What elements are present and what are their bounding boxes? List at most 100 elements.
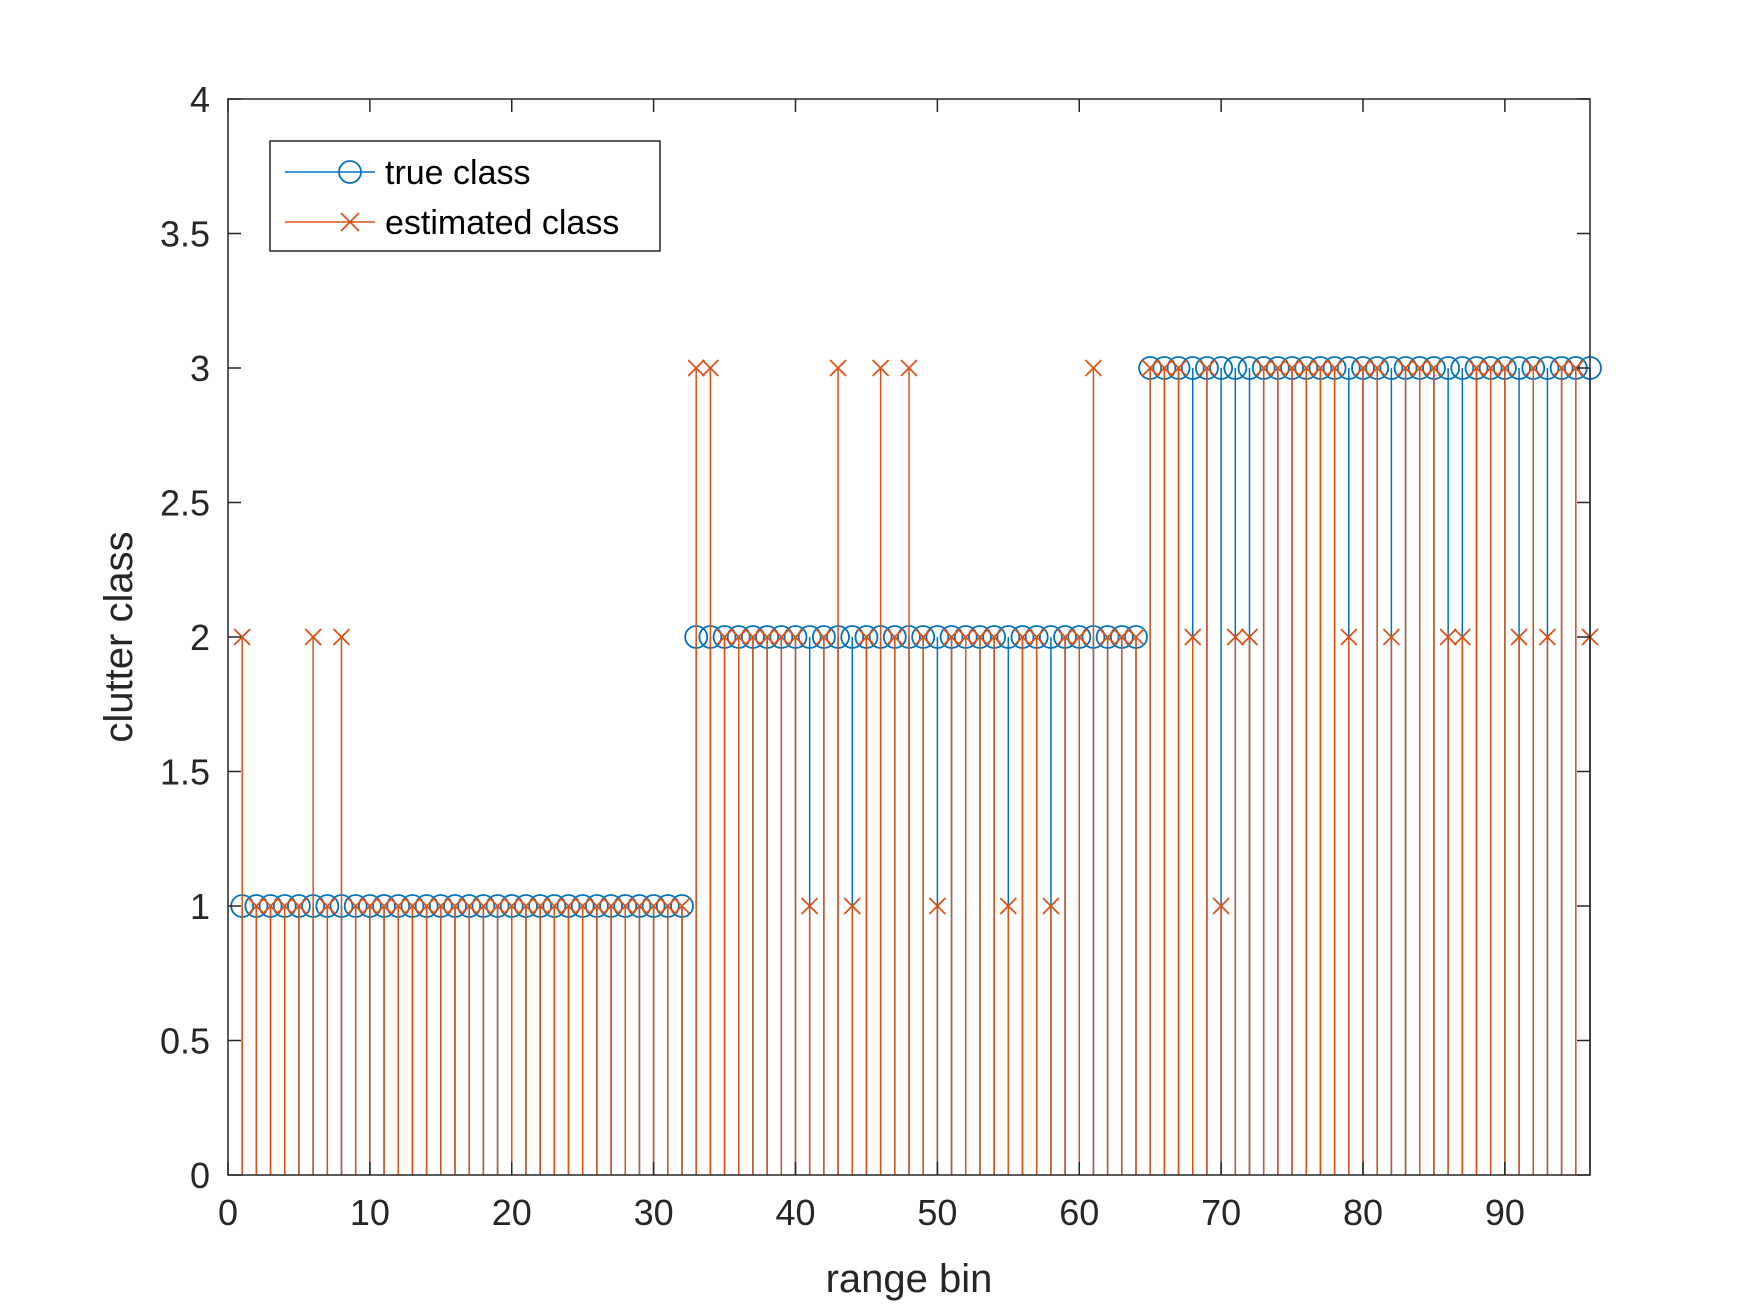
marker-true [1507, 356, 1531, 380]
marker-estimated [1042, 897, 1060, 915]
marker-estimated [1467, 359, 1486, 377]
y-tick-label: 4 [190, 79, 210, 120]
marker-estimated [1325, 359, 1344, 377]
marker-estimated [403, 897, 422, 915]
x-tick-label: 50 [917, 1192, 957, 1233]
x-tick-label: 30 [634, 1192, 674, 1233]
marker-true [1436, 356, 1461, 380]
legend-marker-circle [338, 160, 362, 184]
marker-true [1223, 356, 1248, 380]
marker-estimated [545, 897, 563, 915]
marker-estimated [1013, 628, 1032, 646]
marker-estimated [1396, 359, 1415, 377]
marker-estimated [829, 359, 847, 377]
y-tick-label: 0.5 [160, 1021, 210, 1062]
legend-box [269, 140, 661, 252]
marker-estimated [417, 897, 436, 915]
marker-estimated [1269, 359, 1287, 377]
marker-estimated [261, 897, 280, 915]
marker-estimated [474, 897, 493, 915]
marker-estimated [1482, 359, 1500, 377]
y-tick-label: 3 [190, 348, 210, 389]
marker-estimated [843, 897, 861, 915]
marker-estimated [1311, 359, 1330, 377]
marker-true [1535, 356, 1560, 380]
marker-estimated [815, 628, 833, 646]
y-tick-label: 2.5 [160, 483, 210, 524]
marker-estimated [559, 897, 578, 915]
x-tick-label: 20 [492, 1192, 532, 1233]
y-axis-label: clutter class [97, 531, 141, 742]
marker-estimated [517, 897, 535, 915]
marker-true [1336, 356, 1361, 380]
marker-estimated [687, 359, 705, 377]
axes-box [227, 98, 1591, 1176]
marker-estimated [1496, 359, 1514, 377]
marker-estimated [1453, 628, 1471, 646]
marker-estimated [1169, 359, 1188, 377]
marker-estimated [1567, 359, 1585, 377]
x-tick-label: 0 [218, 1192, 238, 1233]
marker-estimated [1198, 359, 1216, 377]
marker-estimated [1056, 628, 1074, 646]
marker-true [1180, 356, 1205, 380]
marker-estimated [999, 897, 1017, 915]
marker-estimated [318, 897, 336, 915]
marker-true [925, 625, 950, 649]
marker-estimated [446, 897, 464, 915]
marker-estimated [488, 897, 507, 915]
marker-estimated [1538, 628, 1557, 646]
marker-estimated [531, 897, 549, 915]
x-tick-label: 70 [1201, 1192, 1241, 1233]
marker-estimated [957, 628, 975, 646]
marker-true [1038, 625, 1063, 649]
marker-true [840, 625, 865, 649]
marker-estimated [1354, 359, 1372, 377]
marker-estimated [1184, 628, 1202, 646]
marker-estimated [233, 628, 251, 646]
marker-estimated [574, 897, 592, 915]
marker-estimated [1439, 628, 1457, 646]
marker-estimated [347, 897, 365, 915]
marker-estimated [588, 897, 606, 915]
marker-estimated [971, 628, 989, 646]
marker-estimated [361, 897, 379, 915]
marker-true [1237, 356, 1262, 380]
y-tick-label: 2 [190, 617, 210, 658]
marker-estimated [857, 628, 876, 646]
legend-label-true: true class [385, 154, 531, 192]
marker-estimated [247, 897, 266, 915]
marker-estimated [758, 628, 776, 646]
marker-estimated [389, 897, 407, 915]
marker-estimated [1028, 628, 1046, 646]
marker-estimated [1368, 359, 1386, 377]
marker-estimated [1070, 628, 1088, 646]
marker-estimated [772, 628, 790, 646]
marker-estimated [786, 628, 805, 646]
x-axis-label: range bin [826, 1257, 993, 1301]
x-tick-label: 40 [775, 1192, 815, 1233]
marker-estimated [942, 628, 961, 646]
marker-estimated [744, 628, 762, 646]
marker-estimated [1524, 359, 1542, 377]
marker-estimated [503, 897, 521, 915]
y-tick-label: 1.5 [160, 752, 210, 793]
x-tick-label: 80 [1343, 1192, 1383, 1233]
marker-estimated [276, 897, 294, 915]
legend-marker-x [340, 212, 360, 232]
marker-estimated [432, 897, 450, 915]
ticks-layer [227, 98, 1590, 1176]
marker-estimated [304, 628, 322, 646]
marker-estimated [914, 628, 932, 646]
marker-estimated [1552, 359, 1571, 377]
y-tick-label: 3.5 [160, 214, 210, 255]
marker-estimated [1113, 628, 1131, 646]
marker-true [1379, 356, 1404, 380]
legend-label-estimated: estimated class [385, 204, 619, 242]
series-estimated-class [233, 359, 1599, 1175]
marker-estimated [1411, 359, 1429, 377]
marker-estimated [886, 628, 904, 646]
marker-estimated [460, 897, 478, 915]
marker-estimated [332, 628, 351, 646]
